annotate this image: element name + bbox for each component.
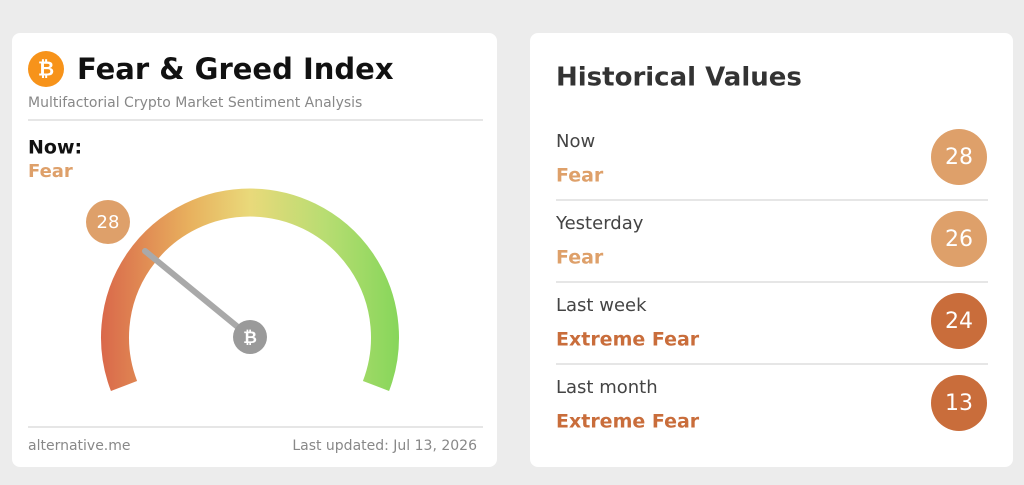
card-title: Fear & Greed Index bbox=[77, 52, 394, 86]
gauge-hub bbox=[233, 320, 267, 354]
now-status: Fear bbox=[28, 161, 73, 182]
card-subtitle: Multifactorial Crypto Market Sentiment A… bbox=[28, 95, 362, 111]
row-value: 24 bbox=[945, 309, 973, 334]
row-value-bubble bbox=[931, 293, 987, 349]
row-label: Last week bbox=[556, 295, 647, 316]
bitcoin-icon bbox=[28, 51, 64, 87]
gauge-needle bbox=[142, 248, 253, 340]
gauge-value-bubble bbox=[86, 200, 130, 244]
bitcoin-symbol: ₿ bbox=[38, 57, 54, 81]
row-value: 13 bbox=[945, 391, 973, 416]
historical-title: Historical Values bbox=[556, 63, 802, 93]
gauge-value: 28 bbox=[97, 212, 120, 233]
row-status: Extreme Fear bbox=[556, 329, 700, 351]
row-label: Yesterday bbox=[555, 213, 644, 234]
gauge-arc bbox=[101, 188, 399, 392]
row-value-bubble bbox=[931, 211, 987, 267]
last-updated: Last updated: Jul 13, 2026 bbox=[292, 438, 477, 454]
now-label: Now: bbox=[28, 137, 82, 159]
row-status: Fear bbox=[556, 165, 604, 187]
row-status: Fear bbox=[556, 247, 604, 269]
row-value: 26 bbox=[945, 227, 973, 252]
historical-card bbox=[530, 33, 1013, 467]
source: alternative.me bbox=[28, 438, 131, 454]
row-label: Now bbox=[556, 131, 595, 152]
row-value-bubble bbox=[931, 375, 987, 431]
row-status: Extreme Fear bbox=[556, 411, 700, 433]
row-value: 28 bbox=[945, 145, 973, 170]
historical-rows: Now Fear 28 Yesterday Fear 26 Last week Extreme… bbox=[555, 129, 988, 433]
row-value-bubble bbox=[931, 129, 987, 185]
row-label: Last month bbox=[556, 377, 658, 398]
hub-symbol: ₿ bbox=[243, 328, 257, 348]
